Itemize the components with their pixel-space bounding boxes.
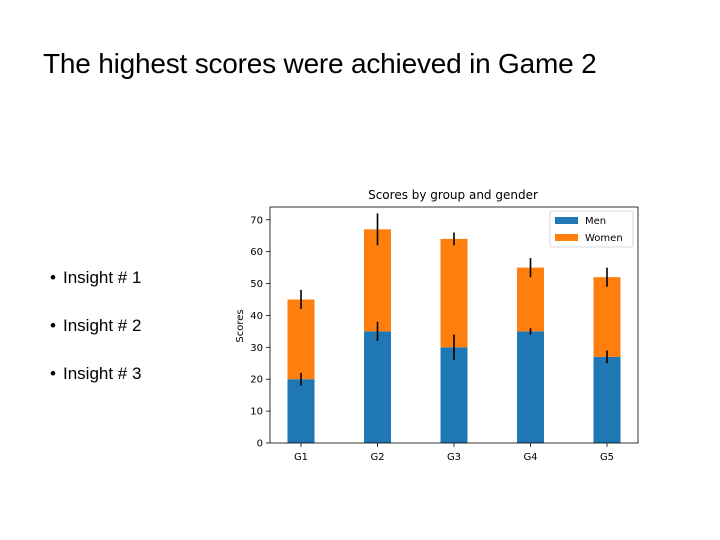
bar-men-g4	[517, 331, 544, 443]
insight-text: Insight # 1	[63, 268, 142, 287]
bar-men-g2	[364, 331, 391, 443]
legend-label-women: Women	[585, 233, 623, 244]
legend-swatch-men	[555, 217, 578, 224]
x-tick-label: G2	[370, 452, 384, 463]
insight-item: • Insight # 2	[50, 314, 141, 362]
bar-women-g1	[287, 299, 315, 380]
x-tick-label: G4	[523, 452, 537, 463]
plot-area: 0 10 20 30 40 50 60 70 G1 G2 G3 G4 G5 Men Women	[250, 206, 639, 463]
x-tick-label: G1	[294, 452, 308, 463]
y-tick-label: 20	[250, 375, 263, 386]
bar-men-g1	[287, 379, 315, 443]
y-tick-label: 30	[250, 343, 263, 354]
bar-men-g3	[440, 347, 468, 443]
x-tick-label: G5	[600, 452, 614, 463]
chart-title: Scores by group and gender	[368, 188, 538, 202]
y-tick-label: 50	[250, 279, 263, 290]
insight-item: • Insight # 3	[50, 362, 141, 410]
insight-item: • Insight # 1	[50, 266, 141, 314]
y-tick-label: 10	[250, 407, 263, 418]
y-tick-label: 60	[250, 247, 263, 258]
bullet-marker: •	[50, 364, 56, 383]
bar-women-g4	[517, 267, 544, 332]
y-tick-label: 40	[250, 311, 263, 322]
slide-title: The highest scores were achieved in Game…	[43, 48, 597, 79]
bullet-marker: •	[50, 316, 56, 335]
x-tick-label: G3	[447, 452, 461, 463]
y-tick-label: 0	[257, 439, 263, 450]
bar-women-g3	[440, 238, 468, 348]
y-axis-label: Scores	[235, 309, 246, 342]
bar-men-g5	[593, 356, 621, 443]
legend-swatch-women	[555, 234, 578, 241]
insight-text: Insight # 2	[63, 316, 142, 335]
y-tick-label: 70	[250, 215, 263, 226]
insight-text: Insight # 3	[63, 364, 142, 383]
legend-label-men: Men	[585, 216, 606, 227]
insight-list: • Insight # 1 • Insight # 2 • Insight # 3	[50, 266, 141, 410]
bullet-marker: •	[50, 268, 56, 287]
bar-women-g2	[364, 229, 391, 332]
bar-women-g5	[593, 277, 621, 357]
